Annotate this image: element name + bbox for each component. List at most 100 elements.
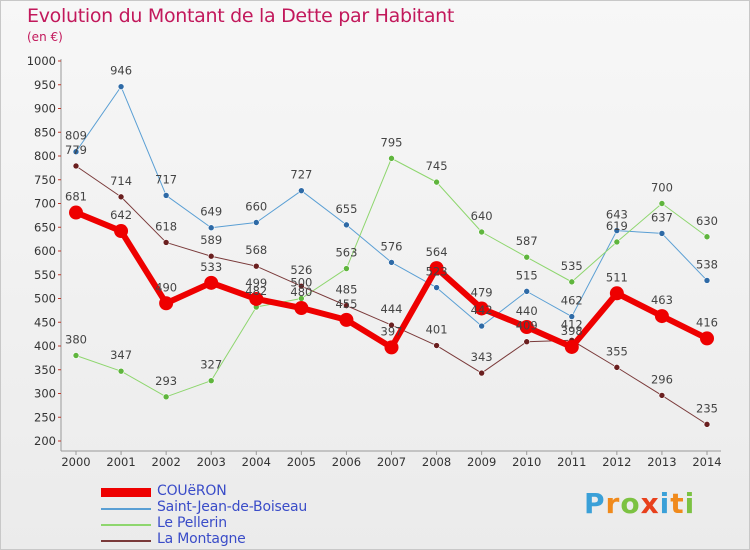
data-point-cou-ron — [69, 205, 83, 220]
data-point-la-montagne — [343, 302, 350, 309]
logo-letter: i — [659, 487, 671, 520]
data-label-cou-ron: 564 — [426, 245, 448, 259]
legend-label: Saint-Jean-de-Boiseau — [157, 499, 308, 515]
data-label-saint-jean-de-boiseau: 643 — [606, 208, 628, 222]
data-point-saint-jean-de-boiseau — [343, 221, 350, 229]
y-tick-label: 950 — [34, 78, 56, 92]
x-tick-label: 2013 — [647, 455, 676, 469]
logo-letter: r — [605, 487, 621, 520]
data-label-le-pellerin: 380 — [65, 333, 87, 347]
data-point-cou-ron — [519, 320, 534, 334]
logo-letter: i — [684, 487, 696, 520]
data-point-cou-ron — [564, 339, 579, 354]
data-label-le-pellerin: 535 — [561, 259, 583, 273]
x-tick-label: 2009 — [467, 455, 496, 469]
chart-unit-label: (en €) — [27, 30, 63, 44]
data-label-saint-jean-de-boiseau: 523 — [426, 265, 448, 279]
data-point-saint-jean-de-boiseau — [252, 219, 260, 226]
y-tick-label: 1000 — [27, 54, 56, 68]
data-label-saint-jean-de-boiseau: 637 — [651, 210, 673, 224]
data-label-la-montagne: 568 — [245, 243, 267, 257]
data-point-le-pellerin — [343, 265, 350, 272]
data-point-la-montagne — [658, 392, 666, 399]
data-label-cou-ron: 397 — [381, 324, 403, 338]
x-tick-label: 2003 — [197, 455, 226, 469]
data-label-le-pellerin: 563 — [335, 246, 357, 260]
x-tick-label: 2004 — [242, 455, 271, 469]
data-label-saint-jean-de-boiseau: 946 — [110, 64, 132, 78]
data-label-le-pellerin: 587 — [516, 234, 538, 248]
data-point-la-montagne — [433, 342, 440, 349]
data-label-saint-jean-de-boiseau: 717 — [155, 172, 177, 186]
proxiti-logo: Proxiti — [584, 487, 695, 520]
data-point-cou-ron — [339, 312, 354, 327]
x-tick-label: 2012 — [602, 455, 631, 469]
data-label-la-montagne: 412 — [561, 317, 583, 331]
data-label-saint-jean-de-boiseau: 515 — [516, 268, 538, 282]
data-point-cou-ron — [654, 309, 669, 324]
data-point-cou-ron — [204, 275, 219, 290]
y-tick-label: 650 — [34, 220, 56, 234]
data-label-la-montagne: 618 — [155, 219, 177, 233]
data-label-le-pellerin: 500 — [290, 276, 312, 290]
data-point-cou-ron — [159, 296, 174, 311]
data-point-saint-jean-de-boiseau — [162, 192, 170, 199]
data-point-cou-ron — [249, 291, 264, 306]
x-tick-label: 2008 — [422, 455, 451, 469]
y-tick-label: 700 — [34, 197, 56, 211]
data-point-cou-ron — [384, 340, 399, 355]
data-point-cou-ron — [114, 224, 129, 239]
data-label-le-pellerin: 293 — [155, 374, 177, 388]
data-point-la-montagne — [207, 252, 215, 260]
data-point-saint-jean-de-boiseau — [568, 313, 576, 320]
data-label-cou-ron: 499 — [245, 276, 267, 290]
data-label-cou-ron: 416 — [696, 315, 718, 329]
y-tick-label: 900 — [34, 102, 56, 116]
logo-letter: t — [670, 487, 685, 520]
x-tick-label: 2005 — [287, 455, 316, 469]
data-label-cou-ron: 681 — [65, 190, 87, 204]
data-point-cou-ron — [474, 301, 489, 316]
data-label-le-pellerin: 640 — [471, 209, 493, 223]
data-point-le-pellerin — [703, 233, 711, 241]
y-tick-label: 800 — [34, 149, 56, 163]
y-tick-label: 200 — [34, 434, 56, 448]
data-label-la-montagne: 589 — [200, 233, 222, 247]
data-label-saint-jean-de-boiseau: 655 — [335, 202, 357, 216]
y-tick-label: 600 — [34, 244, 56, 258]
data-label-saint-jean-de-boiseau: 660 — [245, 200, 267, 214]
data-point-saint-jean-de-boiseau — [298, 187, 305, 194]
data-label-cou-ron: 642 — [110, 208, 132, 222]
logo-letter: P — [584, 487, 606, 520]
data-point-la-montagne — [298, 282, 305, 290]
data-label-le-pellerin: 795 — [381, 135, 403, 149]
data-label-la-montagne: 296 — [651, 372, 673, 386]
data-point-saint-jean-de-boiseau — [703, 277, 711, 284]
y-tick-label: 550 — [34, 268, 56, 282]
data-point-le-pellerin — [72, 352, 80, 359]
data-point-le-pellerin — [433, 178, 440, 186]
data-point-le-pellerin — [162, 393, 170, 401]
data-label-la-montagne: 409 — [516, 319, 538, 333]
legend-swatch — [101, 524, 151, 526]
data-label-le-pellerin: 745 — [426, 159, 448, 173]
y-tick-label: 350 — [34, 363, 56, 377]
legend-swatch — [101, 488, 151, 497]
data-label-la-montagne: 485 — [335, 283, 357, 297]
y-tick-label: 850 — [34, 125, 56, 139]
data-point-saint-jean-de-boiseau — [613, 227, 621, 234]
x-tick-label: 2010 — [512, 455, 541, 469]
y-tick-label: 500 — [34, 292, 56, 306]
data-point-la-montagne — [523, 338, 531, 346]
data-label-la-montagne: 343 — [471, 350, 493, 364]
data-point-saint-jean-de-boiseau — [433, 284, 440, 291]
data-point-saint-jean-de-boiseau — [388, 259, 395, 266]
data-point-la-montagne — [388, 321, 395, 329]
data-point-saint-jean-de-boiseau — [658, 230, 666, 237]
data-point-le-pellerin — [523, 253, 531, 261]
data-point-saint-jean-de-boiseau — [478, 322, 485, 330]
y-tick-label: 250 — [34, 410, 56, 424]
y-tick-label: 750 — [34, 173, 56, 187]
data-label-saint-jean-de-boiseau: 442 — [471, 303, 493, 317]
data-label-cou-ron: 440 — [516, 304, 538, 318]
